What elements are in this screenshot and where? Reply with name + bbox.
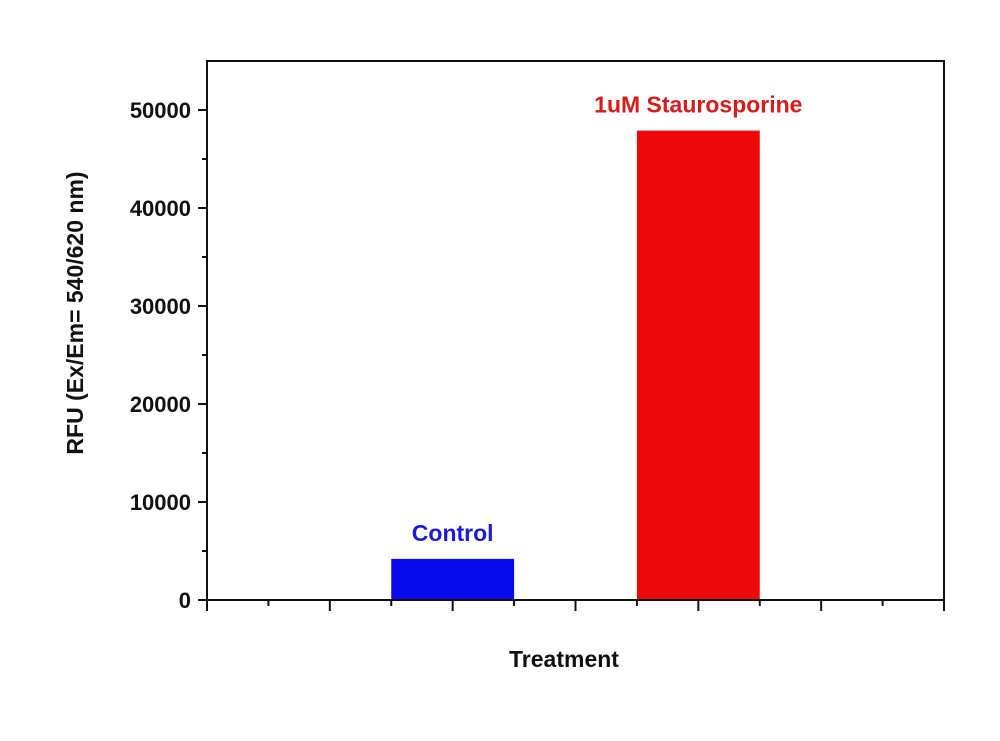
y-tick-label: 40000: [130, 196, 191, 221]
plot-border: [206, 60, 945, 601]
bars-group: [391, 130, 760, 600]
bar-1um-staurosporine: [636, 130, 760, 600]
y-tick-label: 0: [179, 588, 191, 613]
bar-label: 1uM Staurosporine: [594, 92, 802, 118]
bar-label: Control: [412, 520, 494, 546]
y-tick-label: 10000: [130, 490, 191, 515]
y-tick-label: 20000: [130, 392, 191, 417]
y-axis-label: RFU (Ex/Em= 540/620 nm): [62, 171, 88, 454]
plot-frame: [206, 60, 945, 601]
y-tick-label: 50000: [130, 98, 191, 123]
bar-control: [391, 558, 515, 600]
x-axis: [206, 600, 945, 611]
x-axis-label: Treatment: [509, 646, 619, 672]
y-axis: 0 10000 20000 30000 40000 50000: [130, 98, 207, 613]
y-tick-label: 30000: [130, 294, 191, 319]
bar-annotations: Control 1uM Staurosporine: [412, 92, 803, 546]
